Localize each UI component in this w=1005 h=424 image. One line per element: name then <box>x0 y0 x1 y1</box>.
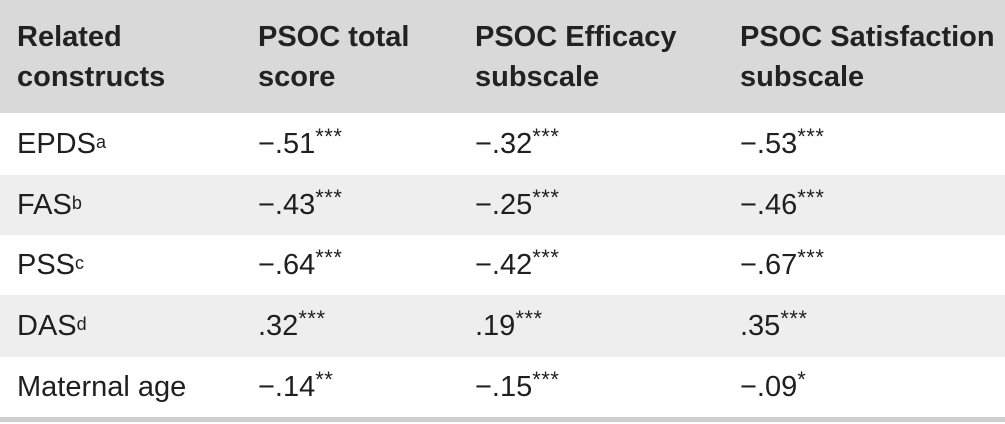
correlation-value: .35 <box>740 310 781 342</box>
table-row: Maternal age −.14 ** −.15 *** −.09 * <box>0 357 1005 417</box>
header-line: constructs <box>17 60 166 93</box>
efficacy-cell: −.42 *** <box>475 235 730 295</box>
correlation-value: −.25 <box>475 189 533 221</box>
construct-name: Maternal age <box>17 371 187 403</box>
construct-cell: DAS d <box>17 310 87 342</box>
correlation-value: −.09 <box>740 371 798 403</box>
significance-stars: *** <box>315 124 343 149</box>
satisfaction-cell: −.67 *** <box>740 235 1005 295</box>
header-line: PSOC Satisfaction <box>740 20 995 53</box>
construct-name: PSS <box>17 249 76 281</box>
correlation-value: .32 <box>258 310 299 342</box>
header-psoc-satisfaction: PSOC Satisfaction subscale <box>740 0 1005 113</box>
table-row: PSS c −.64 *** −.42 *** −.67 *** <box>0 235 1005 295</box>
significance-stars: * <box>797 367 807 392</box>
satisfaction-cell: −.46 *** <box>740 175 1005 235</box>
table-row: FAS b −.43 *** −.25 *** −.46 *** <box>0 175 1005 235</box>
significance-stars: *** <box>797 124 825 149</box>
significance-stars: *** <box>797 245 825 270</box>
total-score-cell: −.14 ** <box>258 357 468 417</box>
total-score-cell: −.43 *** <box>258 175 468 235</box>
correlation-value: −.15 <box>475 371 533 403</box>
efficacy-cell: .19 *** <box>475 295 730 357</box>
construct-name: FAS <box>17 189 72 221</box>
construct-cell: PSS c <box>17 249 85 281</box>
header-line: PSOC total <box>258 20 410 53</box>
correlation-value: .19 <box>475 310 516 342</box>
efficacy-cell: −.15 *** <box>475 357 730 417</box>
construct-cell: EPDS a <box>17 128 106 160</box>
header-line: subscale <box>740 60 865 93</box>
table-bottom-rule <box>0 417 1005 422</box>
construct-name: EPDS <box>17 128 96 160</box>
significance-stars: *** <box>532 245 560 270</box>
correlation-value: −.51 <box>258 128 316 160</box>
correlation-value: −.14 <box>258 371 316 403</box>
significance-stars: *** <box>315 185 343 210</box>
significance-stars: *** <box>515 306 543 331</box>
header-line: score <box>258 60 336 93</box>
satisfaction-cell: .35 *** <box>740 295 1005 357</box>
construct-name: DAS <box>17 310 77 342</box>
correlation-value: −.43 <box>258 189 316 221</box>
significance-stars: *** <box>298 306 326 331</box>
correlation-value: −.42 <box>475 249 533 281</box>
correlation-value: −.32 <box>475 128 533 160</box>
significance-stars: *** <box>797 185 825 210</box>
satisfaction-cell: −.09 * <box>740 357 1005 417</box>
significance-stars: *** <box>315 245 343 270</box>
header-related-constructs: Related constructs <box>17 0 247 113</box>
total-score-cell: −.51 *** <box>258 113 468 175</box>
efficacy-cell: −.25 *** <box>475 175 730 235</box>
header-psoc-total: PSOC total score <box>258 0 468 113</box>
efficacy-cell: −.32 *** <box>475 113 730 175</box>
significance-stars: *** <box>532 124 560 149</box>
construct-cell: Maternal age <box>17 357 247 417</box>
header-line: subscale <box>475 60 600 93</box>
total-score-cell: .32 *** <box>258 295 468 357</box>
significance-stars: ** <box>315 367 334 392</box>
header-psoc-efficacy: PSOC Efficacy subscale <box>475 0 730 113</box>
header-line: Related <box>17 20 122 53</box>
construct-cell: FAS b <box>17 189 82 221</box>
satisfaction-cell: −.53 *** <box>740 113 1005 175</box>
table-header: Related constructs PSOC total score PSOC… <box>0 0 1005 113</box>
header-line: PSOC Efficacy <box>475 20 677 53</box>
correlation-value: −.67 <box>740 249 798 281</box>
significance-stars: *** <box>780 306 808 331</box>
significance-stars: *** <box>532 367 560 392</box>
table-row: EPDS a −.51 *** −.32 *** −.53 *** <box>0 113 1005 175</box>
total-score-cell: −.64 *** <box>258 235 468 295</box>
correlation-value: −.64 <box>258 249 316 281</box>
correlation-value: −.46 <box>740 189 798 221</box>
table-row: DAS d .32 *** .19 *** .35 *** <box>0 295 1005 357</box>
correlation-value: −.53 <box>740 128 798 160</box>
significance-stars: *** <box>532 185 560 210</box>
